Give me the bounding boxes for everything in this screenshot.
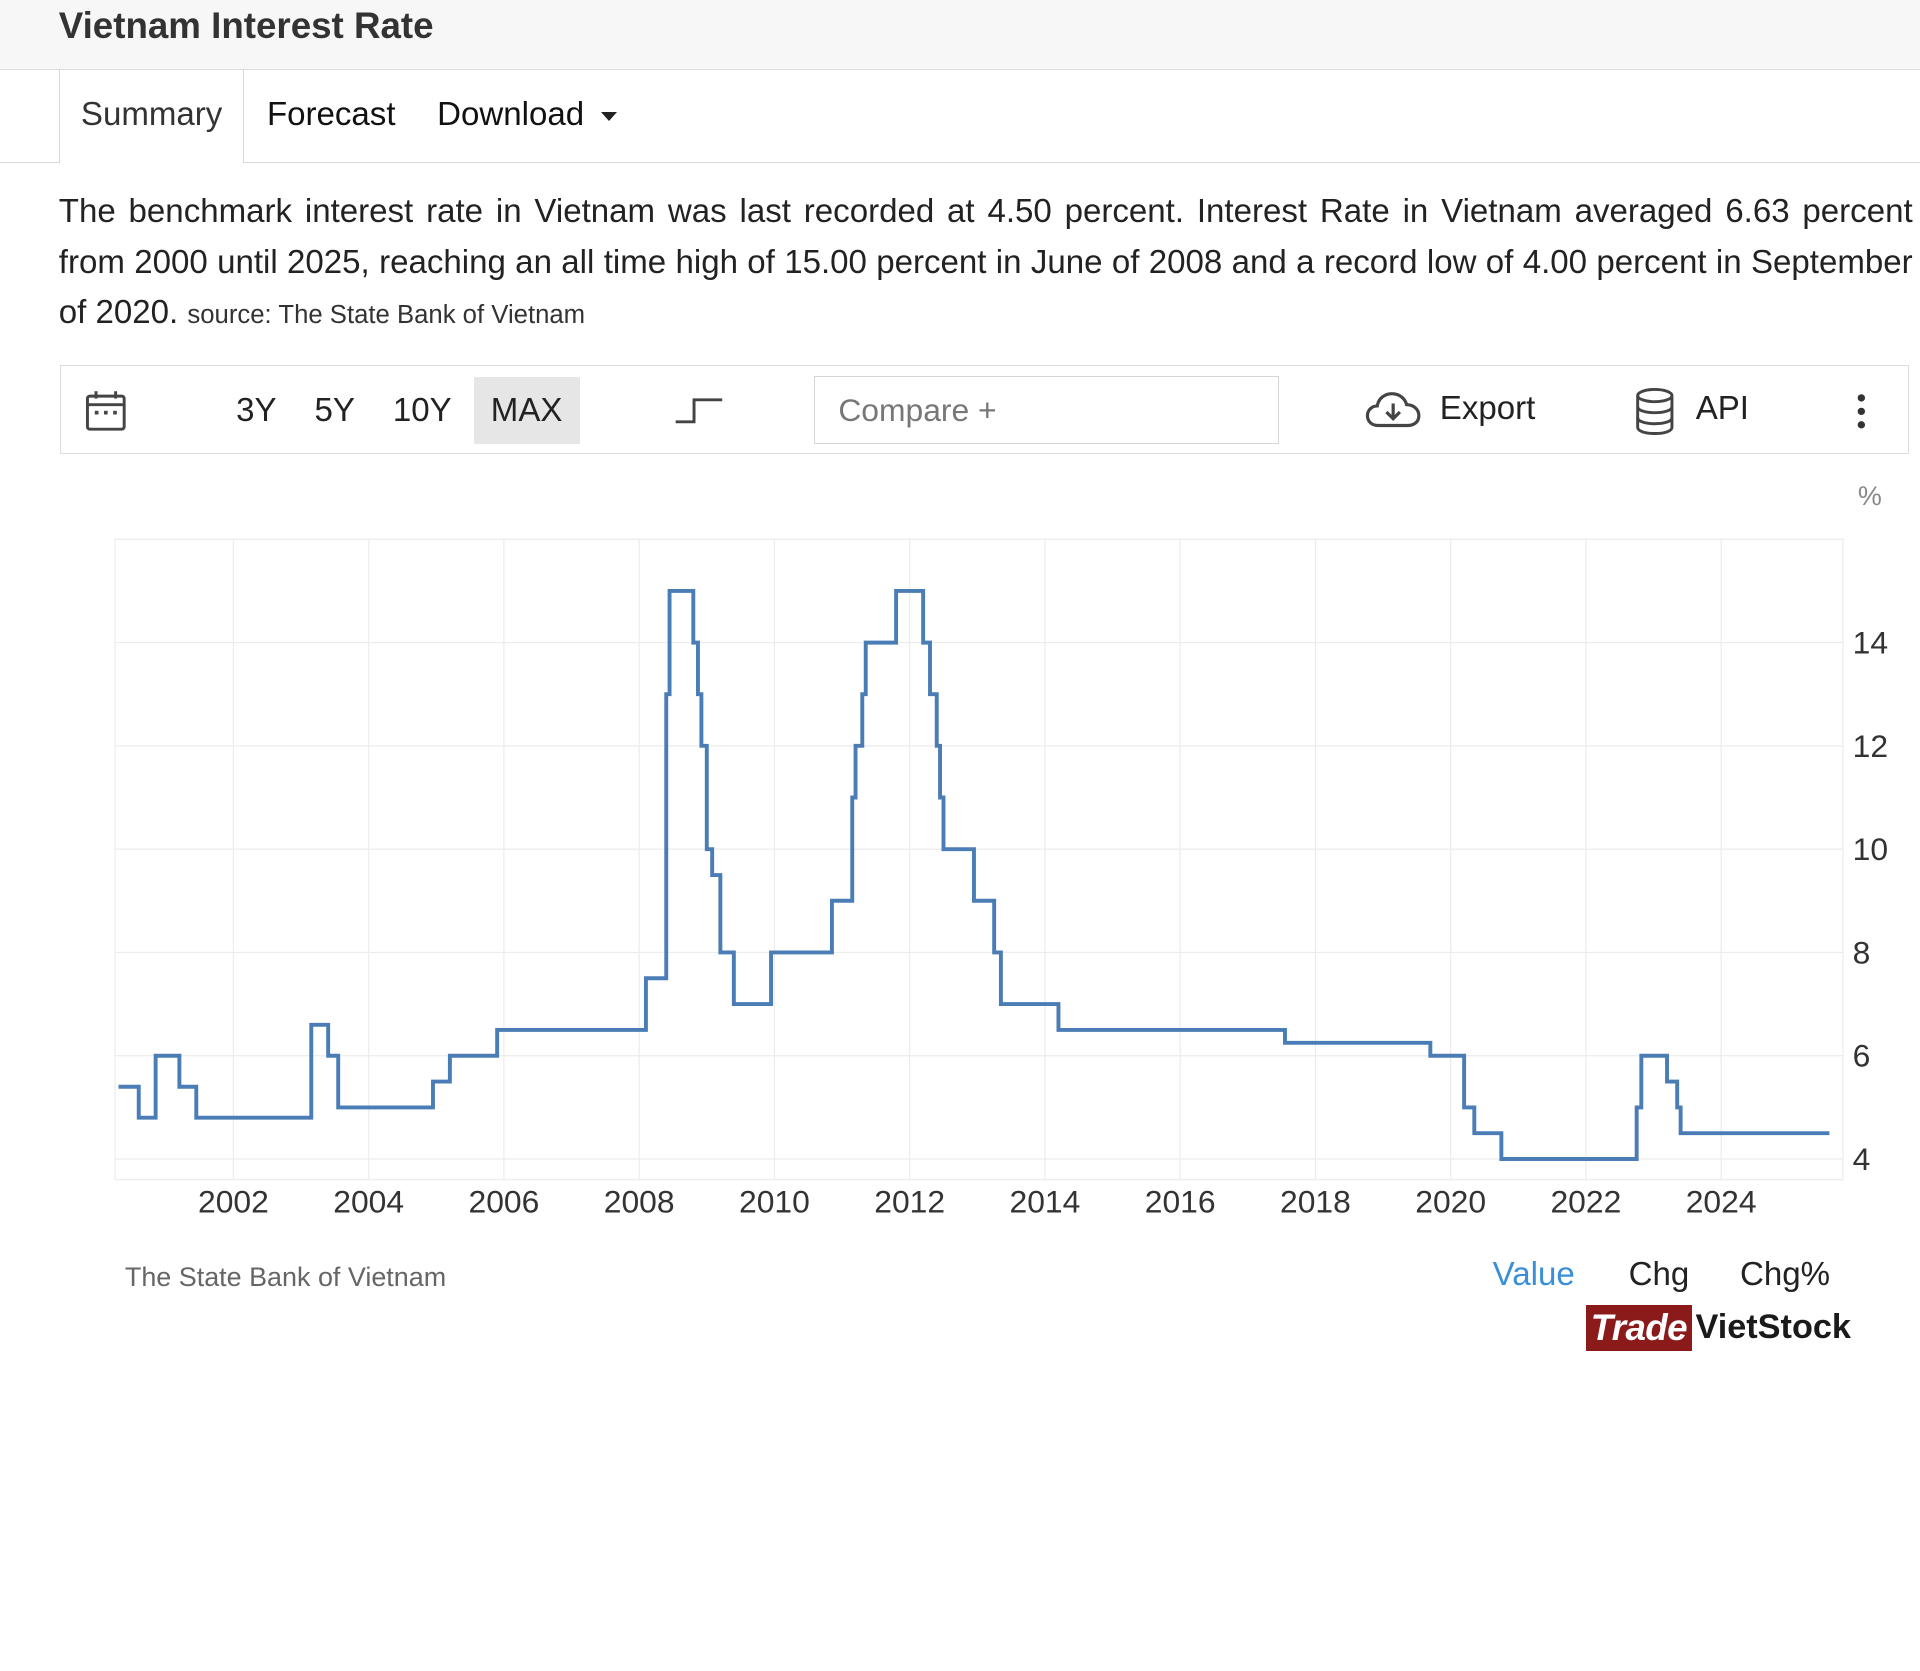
x-tick-label: 2012 xyxy=(874,1183,945,1219)
tab-download-label: Download xyxy=(437,95,585,133)
brand-part-trade: Trade xyxy=(1585,1305,1692,1351)
brand-part-vietstock: VietStock xyxy=(1695,1308,1851,1347)
range-max[interactable]: MAX xyxy=(473,376,580,445)
title-bar: Vietnam Interest Rate xyxy=(0,0,1920,70)
x-tick-label: 2002 xyxy=(198,1183,269,1219)
x-tick-label: 2014 xyxy=(1010,1183,1081,1219)
x-tick-label: 2020 xyxy=(1415,1183,1486,1219)
x-tick-label: 2004 xyxy=(333,1183,404,1219)
brand-logo: Trade VietStock xyxy=(1585,1305,1851,1351)
more-vertical-icon[interactable] xyxy=(1854,393,1869,430)
chart-area: 2002 2004 2006 2008 2010 2012 2014 2016 2018 2020… xyxy=(60,456,1909,1356)
tab-download[interactable]: Download xyxy=(437,70,618,162)
x-tick-label: 2016 xyxy=(1145,1183,1216,1219)
step-chart-icon[interactable] xyxy=(672,390,726,429)
y-tick-label: 4 xyxy=(1853,1141,1871,1177)
export-button[interactable]: Export xyxy=(1439,389,1536,427)
range-5y[interactable]: 5Y xyxy=(314,391,355,429)
chg-tab[interactable]: Chg xyxy=(1628,1256,1690,1294)
caret-down-icon xyxy=(601,111,618,121)
tab-bar: Summary Forecast Download xyxy=(0,69,1920,163)
x-tick-label: 2022 xyxy=(1550,1183,1621,1219)
tab-summary[interactable]: Summary xyxy=(58,69,245,163)
interest-rate-chart: 2002 2004 2006 2008 2010 2012 2014 2016 2018 2020… xyxy=(114,480,1888,1219)
x-tick-label: 2018 xyxy=(1280,1183,1351,1219)
y-tick-label: 12 xyxy=(1853,727,1888,763)
plot-frame xyxy=(114,538,1844,1180)
range-10y[interactable]: 10Y xyxy=(392,391,452,429)
cloud-download-icon[interactable] xyxy=(1365,390,1421,432)
description-text: The benchmark interest rate in Vietnam w… xyxy=(58,193,1913,331)
chart-source-label: The State Bank of Vietnam xyxy=(124,1262,447,1293)
chart-toolbar: 3Y 5Y 10Y MAX Compare + Export API xyxy=(60,364,1909,455)
database-icon[interactable] xyxy=(1634,387,1676,436)
description-paragraph: The benchmark interest rate in Vietnam w… xyxy=(59,187,1913,340)
page-title: Vietnam Interest Rate xyxy=(58,4,434,46)
compare-input[interactable]: Compare + xyxy=(814,375,1280,445)
y-tick-label: 14 xyxy=(1853,624,1888,660)
range-3y[interactable]: 3Y xyxy=(236,391,277,429)
x-tick-label: 2024 xyxy=(1686,1183,1757,1219)
chg-percent-tab[interactable]: Chg% xyxy=(1740,1256,1831,1294)
x-tick-label: 2008 xyxy=(604,1183,675,1219)
y-tick-label: 6 xyxy=(1853,1037,1871,1073)
y-tick-label: 10 xyxy=(1853,831,1888,867)
tab-forecast[interactable]: Forecast xyxy=(266,95,396,133)
series-line-0 xyxy=(118,588,1830,1161)
x-tick-label: 2006 xyxy=(469,1183,540,1219)
calendar-icon[interactable] xyxy=(85,390,127,432)
api-button[interactable]: API xyxy=(1695,389,1749,427)
y-tick-label: 8 xyxy=(1853,934,1871,970)
source-text: source: The State Bank of Vietnam xyxy=(187,300,586,329)
page: Vietnam Interest Rate Summary Forecast D… xyxy=(0,0,1920,1356)
value-tab[interactable]: Value xyxy=(1492,1256,1575,1294)
y-unit-label: % xyxy=(1858,480,1882,510)
x-tick-label: 2010 xyxy=(739,1183,810,1219)
